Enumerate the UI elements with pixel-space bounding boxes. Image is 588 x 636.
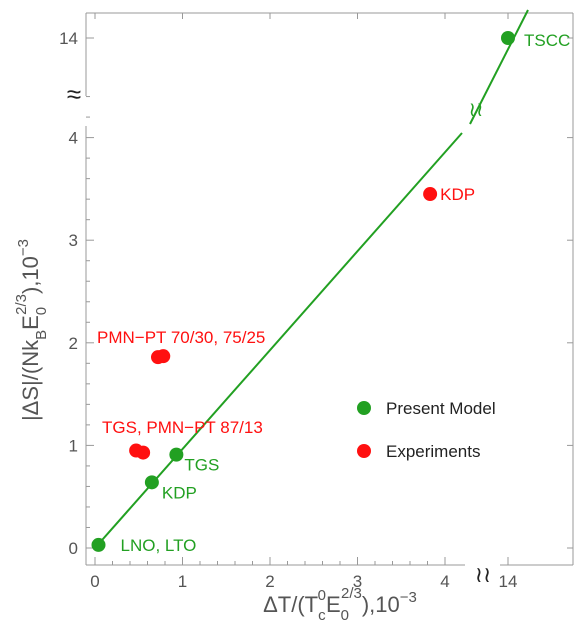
y-tick-label: 0 [69, 539, 78, 558]
y-tick-label: 14 [59, 29, 78, 48]
x-axis-break-symbol: ≀≀ [475, 562, 492, 587]
x-axis-label-part: E [326, 592, 341, 617]
y-axis-label-part: |ΔS|/(Nk [18, 339, 43, 421]
x-axis-label-sup: 2/3 [341, 585, 362, 602]
y-tick-label: 1 [69, 436, 78, 455]
model-point [501, 31, 515, 45]
y-axis-label-sub: B [33, 330, 50, 340]
y-axis-label-sub: 0 [33, 307, 50, 315]
points-layer [91, 31, 515, 552]
point-label: TSCC [524, 31, 570, 50]
y-axis-label-part: ),10 [18, 256, 43, 294]
experiment-point [156, 349, 171, 364]
experiment-point [136, 445, 151, 460]
y-tick-label: 3 [69, 231, 78, 250]
point-label: LNO, LTO [121, 536, 197, 555]
annotation-label: PMN−PT 70/30, 75/25 [97, 328, 265, 347]
x-tick-label: 1 [178, 572, 187, 591]
x-tick-label: 4 [440, 572, 449, 591]
y-axis-label-sup: 2/3 [13, 294, 30, 315]
x-axis-label-sup: 0 [318, 587, 326, 604]
model-point [144, 475, 159, 490]
model-point [169, 447, 184, 462]
annotation-label: TGS, PMN−PT 87/13 [102, 418, 263, 437]
y-tick-label: 4 [69, 129, 78, 148]
y-axis-break-symbol: ≈ [67, 79, 81, 109]
x-tick-label: 0 [90, 572, 99, 591]
x-axis-label-sub: 0 [341, 607, 349, 624]
x-axis-label-sub: c [318, 607, 326, 624]
x-axis-label-part: ΔT/(T [263, 592, 318, 617]
legend-marker [357, 444, 371, 458]
y-axis-label-exp: −3 [15, 239, 32, 256]
point-label: KDP [440, 185, 475, 204]
point-label: TGS [184, 456, 219, 475]
x-tick-label: 14 [499, 572, 518, 591]
experiment-point [423, 187, 438, 202]
fit-line [469, 9, 529, 125]
axes: 0 1 2 3 4 14 0 1 2 3 4 14 ≈ ≀≀ [59, 12, 574, 591]
x-axis-label-exp: −3 [400, 589, 417, 606]
fit-line-break-symbol: ≀≀ [469, 99, 484, 121]
legend: Present Model Experiments [357, 399, 496, 461]
legend-marker [357, 401, 371, 415]
x-tick-label: 3 [353, 572, 362, 591]
x-tick-label: 2 [265, 572, 274, 591]
point-label: KDP [162, 483, 197, 502]
legend-label: Experiments [386, 442, 480, 461]
x-axis-label-part: ),10 [362, 592, 400, 617]
y-axis-label-part: E [18, 315, 43, 330]
fit-line-layer: ≀≀ [94, 9, 529, 549]
model-point [91, 537, 106, 552]
legend-label: Present Model [386, 399, 496, 418]
y-axis-label: |ΔS|/(NkBE02/3),10−3 [13, 239, 50, 421]
y-tick-label: 2 [69, 334, 78, 353]
labels-layer: LNO, LTO KDP TGS TSCC KDP PMN−PT 70/30, 75/25… [97, 31, 570, 555]
x-axis-label: ΔT/(Tc0E02/3),10−3 [263, 585, 417, 624]
